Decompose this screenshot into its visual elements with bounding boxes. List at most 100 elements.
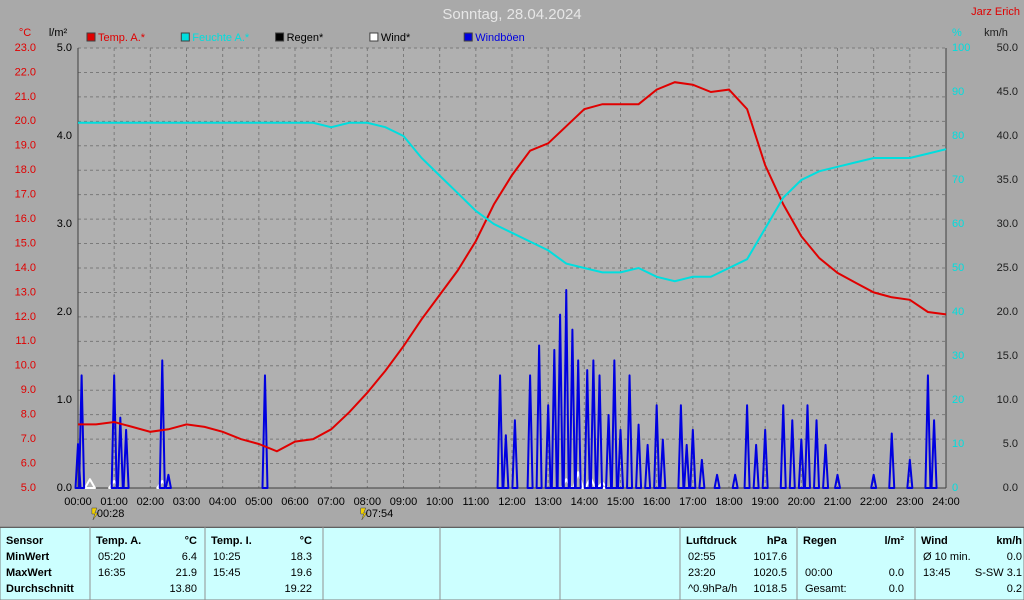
spike: [644, 443, 652, 489]
spike: [689, 428, 697, 489]
legend-swatch: [369, 32, 379, 42]
cell: 1020.5: [753, 567, 787, 579]
y-tick-label: 15.0: [15, 237, 36, 249]
spike: [526, 374, 534, 489]
author: Jarz Erich: [971, 6, 1020, 18]
annotation-icon: [91, 507, 99, 521]
column-title: Temp. I.: [211, 535, 252, 547]
y-tick-label: 2.0: [57, 306, 72, 318]
y-tick-label: 35.0: [997, 174, 1018, 186]
spike: [834, 473, 841, 489]
cell: 05:20: [98, 551, 126, 563]
column-title: Temp. A.: [96, 535, 141, 547]
x-tick-label: 14:00: [571, 496, 599, 508]
y-tick-label: 6.0: [21, 457, 36, 469]
series-line: [78, 121, 947, 283]
x-tick-label: 10:00: [426, 496, 454, 508]
y-tick-label: 1.0: [57, 394, 72, 406]
spike: [653, 404, 661, 489]
row-label: MinWert: [6, 551, 50, 563]
spike: [803, 404, 811, 489]
y-tick-label: 12.0: [15, 311, 36, 323]
spike: [535, 344, 543, 489]
x-tick-label: 17:00: [679, 496, 707, 508]
spike: [502, 434, 510, 489]
spike: [83, 478, 96, 489]
spike: [562, 289, 570, 489]
annotation-label: 07:54: [366, 508, 394, 520]
cell: 10:25: [213, 551, 241, 563]
x-tick-label: 20:00: [788, 496, 816, 508]
spike: [158, 359, 166, 489]
spike: [683, 443, 691, 489]
cell: 0.0: [1007, 551, 1022, 563]
y-tick-label: 5.0: [57, 42, 72, 54]
cell: 13:45: [923, 567, 951, 579]
x-tick-label: 04:00: [209, 496, 237, 508]
y-tick-label: 14.0: [15, 262, 36, 274]
spike: [574, 359, 582, 489]
y-tick-label: 9.0: [21, 384, 36, 396]
x-tick-label: 09:00: [390, 496, 418, 508]
spike: [116, 416, 124, 489]
spike: [550, 348, 558, 489]
cell: 21.9: [176, 567, 197, 579]
spike: [743, 404, 751, 489]
spike: [568, 328, 576, 489]
cell: 6.4: [182, 551, 197, 563]
spike: [122, 428, 130, 489]
spike: [511, 419, 519, 489]
series-line: [78, 81, 947, 453]
y-tick-label: 3.0: [57, 218, 72, 230]
spike: [813, 419, 821, 489]
y-tick-label: 100: [952, 42, 970, 54]
spike: [924, 374, 932, 489]
cell: 15:45: [213, 567, 241, 579]
cell: 1018.5: [753, 583, 787, 595]
x-tick-label: 24:00: [932, 496, 960, 508]
cell: 0.0: [889, 583, 904, 595]
spike: [761, 428, 769, 489]
axis-unit: %: [952, 27, 962, 39]
y-tick-label: 30.0: [997, 218, 1018, 230]
cell: ^0.9hPa/h: [688, 583, 737, 595]
y-tick-label: 20.0: [15, 115, 36, 127]
spike: [544, 404, 552, 489]
y-tick-label: 23.0: [15, 42, 36, 54]
cell: 16:35: [98, 567, 126, 579]
y-tick-label: 16.0: [15, 213, 36, 225]
y-tick-label: 40.0: [997, 130, 1018, 142]
column-title: Luftdruck: [686, 535, 738, 547]
column-unit: °C: [300, 535, 312, 547]
column-unit: l/m²: [884, 535, 904, 547]
cell: 00:00: [805, 567, 833, 579]
x-tick-label: 05:00: [245, 496, 273, 508]
y-tick-label: 5.0: [21, 482, 36, 494]
y-tick-label: 8.0: [21, 409, 36, 421]
spike: [888, 432, 896, 489]
y-tick-label: 10: [952, 438, 964, 450]
x-tick-label: 08:00: [354, 496, 382, 508]
y-tick-label: 80: [952, 130, 964, 142]
cell: 13.80: [169, 583, 197, 595]
spike: [626, 374, 634, 489]
spike: [261, 374, 269, 489]
annotation-icon: [360, 507, 368, 521]
cell: 0.2: [1007, 583, 1022, 595]
y-tick-label: 5.0: [1003, 438, 1018, 450]
spike: [930, 419, 938, 489]
cell: 19.6: [291, 567, 312, 579]
spike: [589, 359, 597, 489]
legend-label: Windböen: [475, 32, 525, 44]
spike: [822, 443, 830, 489]
y-tick-label: 50.0: [997, 42, 1018, 54]
legend-label: Temp. A.*: [98, 32, 146, 44]
legend-label: Regen*: [287, 32, 324, 44]
axis-unit: °C: [19, 27, 31, 39]
y-tick-label: 90: [952, 86, 964, 98]
cell: 1017.6: [753, 551, 787, 563]
x-tick-label: 11:00: [462, 496, 489, 508]
legend-label: Feuchte A.*: [192, 32, 250, 44]
y-tick-label: 19.0: [15, 140, 36, 152]
y-tick-label: 70: [952, 174, 964, 186]
